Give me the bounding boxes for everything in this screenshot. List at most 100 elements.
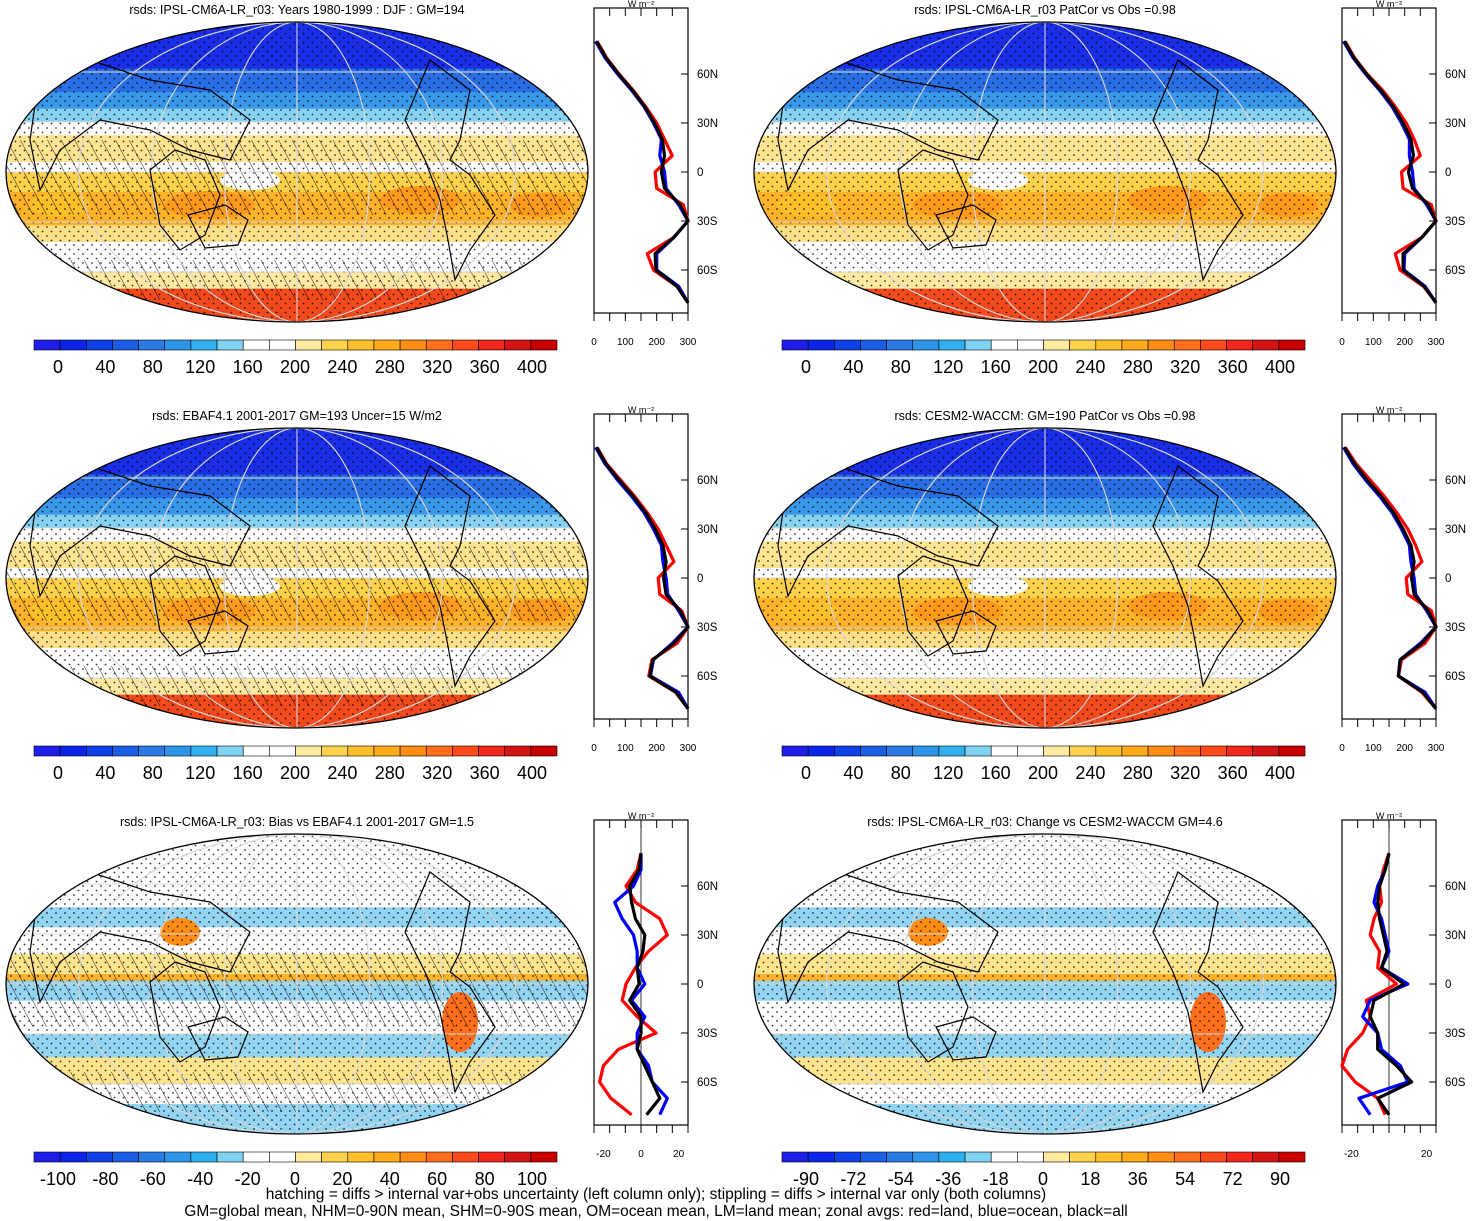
profile-lat-label: 0: [697, 979, 703, 991]
colorbar-swatch: [807, 339, 835, 351]
profile-lat-label: 30S: [697, 216, 718, 228]
panel-title: rsds: CESM2-WACCM: GM=190 PatCor vs Obs …: [894, 409, 1195, 423]
colorbar-tick-label: 120: [933, 357, 963, 377]
colorbar-swatch: [860, 1151, 887, 1163]
graticule-meridian: [971, 834, 1119, 1134]
colorbar-swatch: [912, 339, 940, 351]
coastline: [149, 961, 221, 1063]
colorbar-swatch: [164, 745, 192, 757]
colorbar-swatch: [452, 1151, 479, 1163]
graticule-meridian: [971, 22, 1119, 322]
colorbar-tick-label: 0: [1038, 1169, 1048, 1189]
colorbar-tick-label: 20: [332, 1169, 352, 1189]
colorbar-swatch: [1226, 339, 1253, 351]
profile-x-tick-label: 100: [1365, 337, 1382, 348]
profile-series-land: [1340, 852, 1399, 1116]
colorbar-swatch: [1043, 745, 1070, 757]
colorbar-swatch: [504, 745, 532, 757]
colorbar-swatch: [530, 1151, 558, 1163]
footer-hatching-note: hatching = diffs > internal var+obs unce…: [265, 1186, 1047, 1203]
colorbar-swatch: [1043, 1151, 1070, 1163]
colorbar-swatch: [886, 339, 914, 351]
colorbar-tick-label: 360: [470, 357, 500, 377]
profile-x-tick-label: 20: [673, 1149, 685, 1160]
colorbar-swatch: [1278, 1151, 1306, 1163]
footer-legend-note: GM=global mean, NHM=0-90N mean, SHM=0-90…: [184, 1203, 1128, 1220]
profile-lat-label: 30N: [1445, 118, 1466, 130]
colorbar-swatch: [1017, 1151, 1044, 1163]
colorbar-swatch: [1069, 745, 1097, 757]
colorbar-swatch: [1252, 745, 1280, 757]
colorbar-swatch: [938, 339, 966, 351]
profile-lat-label: 30S: [1445, 216, 1466, 228]
colorbar-tick-label: 40: [95, 357, 115, 377]
colorbar-tick-label: 54: [1175, 1169, 1195, 1189]
profile-lat-label: 0: [697, 167, 703, 179]
colorbar-tick-label: 40: [843, 763, 863, 783]
graticule-meridian: [223, 834, 371, 1134]
colorbar-swatch: [452, 745, 479, 757]
colorbar-swatch: [190, 745, 218, 757]
colorbar-swatch: [990, 745, 1018, 757]
colorbar-tick-label: 40: [95, 763, 115, 783]
profile-lat-label: 60S: [1445, 265, 1466, 277]
coastline: [1152, 465, 1244, 688]
colorbar-swatch: [269, 745, 296, 757]
graticule-meridian: [78, 834, 516, 1134]
profile-lat-label: 0: [1445, 979, 1451, 991]
colorbar-swatch: [1147, 745, 1175, 757]
profile-series-land: [1343, 446, 1438, 710]
colorbar-swatch: [425, 339, 453, 351]
coastline: [404, 465, 496, 688]
coastline: [897, 555, 969, 657]
colorbar-tick-label: -54: [888, 1169, 914, 1189]
profile-lat-label: 60S: [1445, 671, 1466, 683]
colorbar-tick-label: 80: [475, 1169, 495, 1189]
profile-x-tick-label: 0: [638, 1149, 644, 1160]
colorbar-swatch: [85, 1151, 113, 1163]
profile-lat-label: 0: [1445, 167, 1451, 179]
profile-lat-label: 60N: [1445, 475, 1466, 487]
colorbar-tick-label: 80: [143, 763, 163, 783]
colorbar: 0 40 80 120 160 200 240 280 320 360 400: [781, 745, 1306, 783]
coastline: [149, 555, 221, 657]
colorbar-tick-label: 0: [53, 763, 63, 783]
colorbar-swatch: [112, 339, 139, 351]
colorbar-tick-label: 280: [375, 763, 405, 783]
colorbar-swatch: [347, 745, 375, 757]
colorbar-swatch: [33, 339, 61, 351]
colorbar-swatch: [886, 745, 914, 757]
colorbar-tick-label: 400: [1265, 763, 1295, 783]
profile-lat-label: 30N: [1445, 930, 1466, 942]
colorbar-tick-label: 0: [801, 357, 811, 377]
colorbar-swatch: [1200, 745, 1227, 757]
map-border: [5, 833, 589, 1135]
colorbar-tick-label: 240: [1075, 357, 1105, 377]
map-border: [5, 21, 589, 323]
colorbar-tick-label: 160: [981, 357, 1011, 377]
colorbar: 0 40 80 120 160 200 240 280 320 360 400: [781, 339, 1306, 377]
profile-lat-label: 60N: [1445, 69, 1466, 81]
colorbar-swatch: [1121, 1151, 1149, 1163]
coastline: [777, 465, 999, 598]
profile-lat-label: 60S: [697, 265, 718, 277]
map-border: [753, 427, 1337, 729]
colorbar-swatch: [833, 1151, 861, 1163]
colorbar-swatch: [242, 745, 270, 757]
coastline: [29, 465, 251, 598]
panel-2: rsds: IPSL-CM6A-LR_r03 PatCor vs Obs =0.…: [753, 0, 1466, 377]
colorbar-tick-label: 360: [470, 763, 500, 783]
colorbar-swatch: [1173, 339, 1201, 351]
colorbar-swatch: [1252, 339, 1280, 351]
colorbar-tick-label: 120: [185, 763, 215, 783]
profile-x-tick-label: 300: [680, 337, 697, 348]
colorbar-swatch: [373, 745, 401, 757]
profile-x-tick-label: 100: [1365, 743, 1382, 754]
colorbar-swatch: [138, 339, 166, 351]
colorbar-tick-label: -90: [793, 1169, 819, 1189]
colorbar-swatch: [164, 339, 192, 351]
colorbar-swatch: [530, 745, 558, 757]
panel-1: rsds: IPSL-CM6A-LR_r03: Years 1980-1999 …: [5, 0, 718, 377]
stippling: [754, 22, 1336, 322]
map-border: [753, 21, 1337, 323]
